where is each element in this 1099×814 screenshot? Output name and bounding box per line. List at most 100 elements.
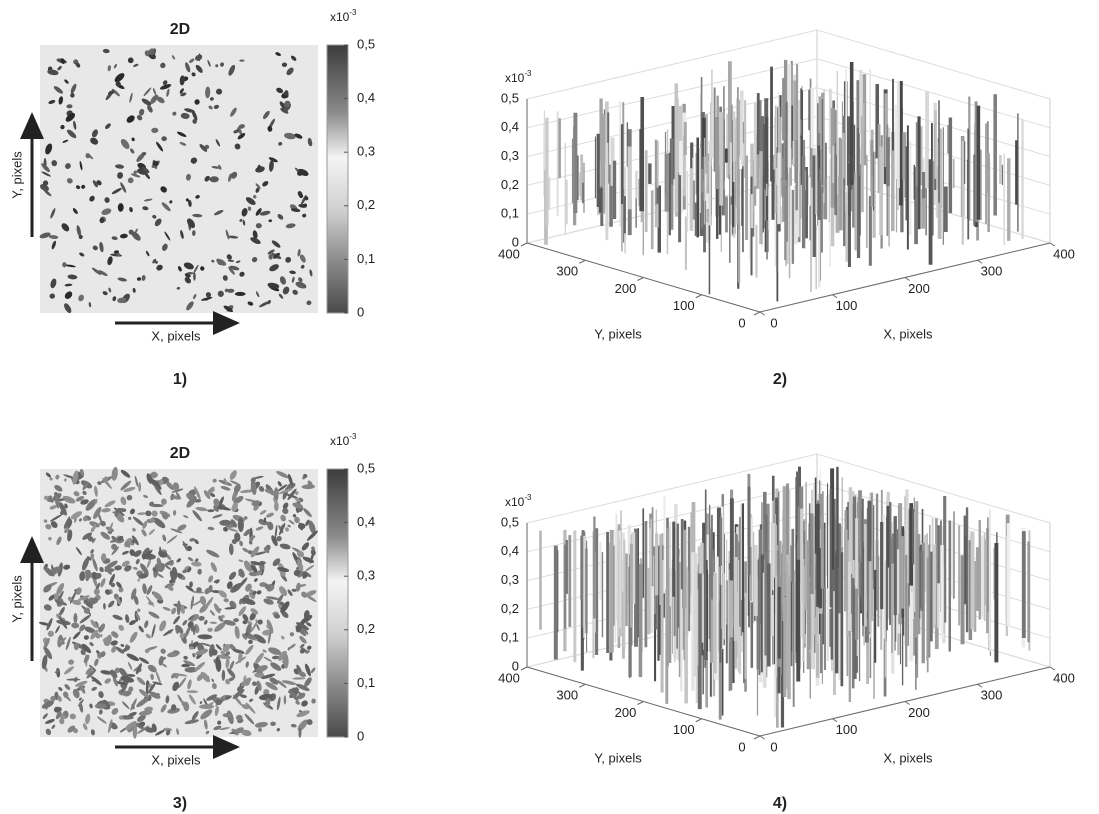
blob xyxy=(223,598,229,603)
blob xyxy=(206,486,215,496)
blob xyxy=(43,637,50,650)
blob xyxy=(254,652,264,665)
blob xyxy=(120,684,128,694)
z-tick-label: 0,2 xyxy=(501,177,519,192)
blob xyxy=(272,497,279,507)
blob xyxy=(303,203,307,208)
exponent-power: -3 xyxy=(524,69,532,78)
blob xyxy=(199,595,207,606)
blob xyxy=(277,567,290,572)
blob xyxy=(201,296,213,301)
blob xyxy=(169,579,174,584)
x-tick xyxy=(977,259,983,264)
blob xyxy=(76,225,82,237)
blob xyxy=(63,691,69,699)
blob xyxy=(117,203,124,212)
blob xyxy=(190,595,195,610)
blob xyxy=(176,286,181,290)
blob xyxy=(271,240,281,248)
blob xyxy=(309,269,313,277)
blob xyxy=(132,516,145,527)
blob xyxy=(206,694,218,701)
blob xyxy=(169,570,176,584)
blob xyxy=(184,666,198,673)
blob xyxy=(213,104,220,109)
blob xyxy=(151,127,159,134)
blob xyxy=(219,727,230,731)
blob xyxy=(209,97,214,101)
exponent-power: -3 xyxy=(349,432,357,441)
colorbar-tick-label: 0,5 xyxy=(357,460,375,475)
blob xyxy=(227,668,236,678)
blob xyxy=(199,143,208,152)
blob xyxy=(254,672,265,678)
blob xyxy=(268,254,273,260)
blob xyxy=(49,497,54,503)
x-tick xyxy=(759,735,765,740)
blob xyxy=(72,631,81,640)
blob xyxy=(114,565,122,571)
blob xyxy=(130,588,137,600)
blob xyxy=(208,105,213,110)
blob xyxy=(219,699,224,703)
blob xyxy=(287,646,291,651)
blob xyxy=(263,547,270,554)
blob xyxy=(115,646,125,654)
blob xyxy=(149,517,156,523)
blob xyxy=(183,514,189,519)
blob xyxy=(176,558,182,563)
blob xyxy=(252,475,264,480)
blob xyxy=(280,601,290,613)
blob xyxy=(240,677,252,687)
blob xyxy=(53,86,64,94)
blob xyxy=(200,671,211,683)
blob xyxy=(58,96,64,105)
blob xyxy=(285,527,289,532)
blob xyxy=(153,483,162,496)
blob xyxy=(144,620,149,629)
blob xyxy=(302,476,306,480)
blob xyxy=(259,509,267,515)
blob xyxy=(162,656,166,660)
blob xyxy=(124,565,132,572)
blob xyxy=(70,511,83,520)
blob xyxy=(140,563,149,575)
blob xyxy=(95,632,101,639)
blob xyxy=(213,505,219,512)
blob xyxy=(117,297,127,304)
blob xyxy=(270,662,282,671)
blob xyxy=(259,693,274,701)
blob xyxy=(242,633,248,640)
blob xyxy=(281,611,289,618)
blob xyxy=(122,646,131,653)
blob xyxy=(66,678,81,681)
blob xyxy=(111,466,118,481)
blob xyxy=(40,183,49,192)
blob xyxy=(268,219,273,223)
blob xyxy=(262,181,269,187)
blob xyxy=(296,710,310,718)
blob xyxy=(250,237,261,245)
blob xyxy=(51,240,56,250)
blob xyxy=(299,254,306,263)
blob xyxy=(245,583,252,592)
blob xyxy=(120,469,131,478)
blob xyxy=(259,520,270,526)
blob xyxy=(60,510,65,516)
blob xyxy=(219,519,232,526)
blob xyxy=(271,535,278,547)
blob xyxy=(306,650,310,654)
blob xyxy=(233,727,244,734)
blob xyxy=(158,655,164,666)
blob xyxy=(191,110,198,121)
blob xyxy=(89,642,94,647)
blob xyxy=(99,566,104,573)
blob xyxy=(50,278,57,289)
blob xyxy=(99,241,104,253)
blob xyxy=(192,652,196,658)
blob xyxy=(210,562,217,573)
blob xyxy=(90,629,99,640)
blob xyxy=(232,648,245,654)
blob xyxy=(169,200,173,204)
blob xyxy=(264,583,271,591)
